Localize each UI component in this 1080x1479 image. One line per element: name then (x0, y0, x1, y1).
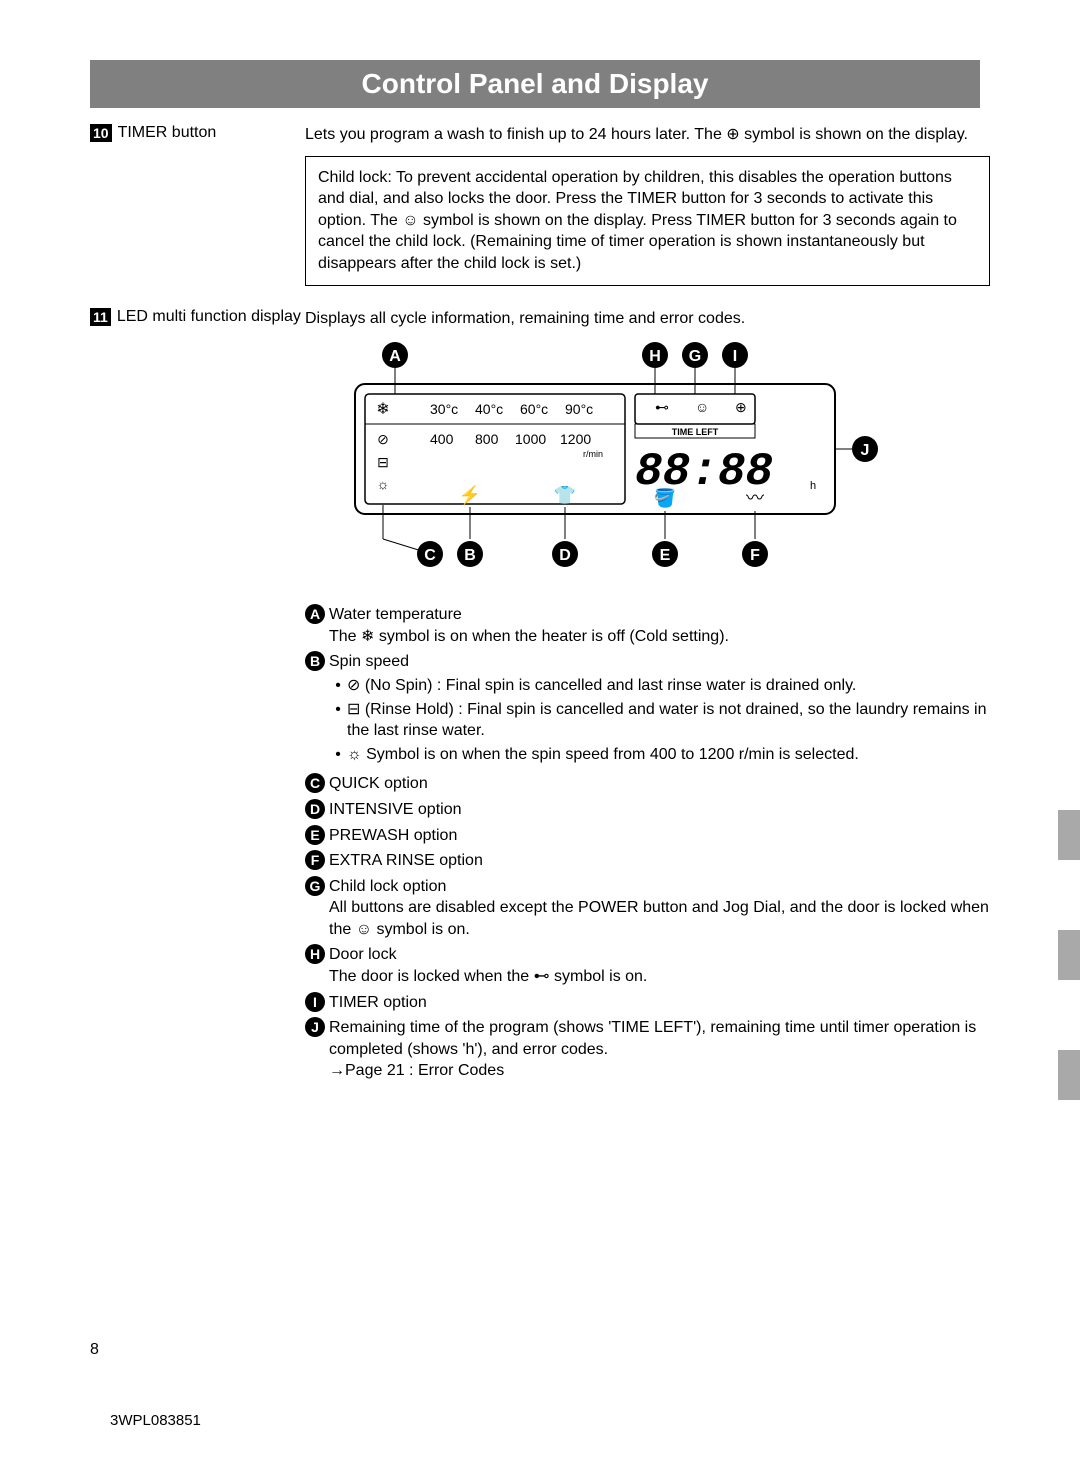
svg-text:J: J (861, 442, 870, 459)
svg-text:B: B (464, 547, 476, 564)
svg-text:☼: ☼ (377, 476, 390, 492)
badge-C: C (305, 773, 325, 793)
def-G-sub: All buttons are disabled except the POWE… (329, 899, 989, 938)
def-B: B Spin speed •⊘ (No Spin) : Final spin i… (305, 651, 990, 769)
def-G-title: Child lock option (329, 878, 446, 895)
svg-text:〰: 〰 (746, 488, 764, 508)
def-E: E PREWASH option (305, 825, 990, 847)
def-G: G Child lock option All buttons are disa… (305, 876, 990, 941)
svg-text:30°c: 30°c (430, 401, 458, 417)
item-10-desc: Lets you program a wash to finish up to … (305, 124, 990, 146)
svg-text:1200: 1200 (560, 431, 591, 447)
section-title: Control Panel and Display (90, 60, 980, 108)
def-D-title: INTENSIVE option (329, 801, 462, 818)
definitions-list: A Water temperature The ❄ symbol is on w… (305, 604, 990, 1082)
svg-text:I: I (733, 348, 737, 365)
def-J-ref: →Page 21 : Error Codes (329, 1062, 504, 1079)
def-J: J Remaining time of the program (shows '… (305, 1017, 990, 1082)
def-F: F EXTRA RINSE option (305, 850, 990, 872)
item-11-label: LED multi function display (117, 308, 301, 326)
svg-text:1000: 1000 (515, 431, 546, 447)
def-B-b2: ⊟ (Rinse Hold) : Final spin is cancelled… (347, 699, 990, 742)
svg-text:⊷: ⊷ (655, 399, 669, 415)
svg-text:⊕: ⊕ (735, 399, 747, 415)
badge-J: J (305, 1017, 325, 1037)
svg-text:E: E (660, 547, 671, 564)
tab-1 (1058, 810, 1080, 860)
item-10-label: TIMER button (118, 124, 217, 142)
item-11-desc: Displays all cycle information, remainin… (305, 308, 990, 330)
side-tabs (1058, 810, 1080, 1170)
document-id: 3WPL083851 (110, 1412, 201, 1429)
badge-E: E (305, 825, 325, 845)
badge-11: 11 (90, 308, 111, 326)
svg-text:⊘: ⊘ (377, 431, 389, 447)
svg-text:☺: ☺ (695, 399, 709, 415)
def-C: C QUICK option (305, 773, 990, 795)
def-H-sub: The door is locked when the ⊷ symbol is … (329, 968, 647, 985)
svg-text:400: 400 (430, 431, 454, 447)
svg-text:r/min: r/min (583, 449, 603, 459)
def-H-title: Door lock (329, 946, 397, 963)
svg-text:🪣: 🪣 (654, 487, 676, 508)
def-A: A Water temperature The ❄ symbol is on w… (305, 604, 990, 647)
svg-text:G: G (689, 348, 701, 365)
def-C-title: QUICK option (329, 775, 428, 792)
def-H: H Door lock The door is locked when the … (305, 944, 990, 987)
def-E-title: PREWASH option (329, 827, 457, 844)
svg-text:⚡: ⚡ (459, 484, 481, 506)
svg-text:❄: ❄ (376, 401, 389, 418)
svg-text:👕: 👕 (554, 485, 576, 505)
def-A-sub: The ❄ symbol is on when the heater is of… (329, 628, 729, 645)
def-D: D INTENSIVE option (305, 799, 990, 821)
svg-text:C: C (424, 547, 436, 564)
def-B-b3: ☼ Symbol is on when the spin speed from … (347, 744, 990, 766)
page-number: 8 (90, 1341, 99, 1359)
def-B-title: Spin speed (329, 653, 409, 670)
badge-D: D (305, 799, 325, 819)
badge-10: 10 (90, 124, 112, 142)
badge-I: I (305, 992, 325, 1012)
svg-text:60°c: 60°c (520, 401, 548, 417)
item-11-row: 11 LED multi function display Displays a… (90, 308, 990, 1086)
badge-B: B (305, 651, 325, 671)
tab-2 (1058, 930, 1080, 980)
svg-text:40°c: 40°c (475, 401, 503, 417)
badge-G: G (305, 876, 325, 896)
tab-3 (1058, 1050, 1080, 1100)
svg-text:F: F (750, 547, 760, 564)
svg-text:⊟: ⊟ (377, 454, 389, 470)
svg-text:H: H (649, 348, 661, 365)
svg-text:D: D (559, 547, 571, 564)
svg-text:h: h (810, 480, 816, 492)
item-10-row: 10 TIMER button Lets you program a wash … (90, 124, 990, 298)
child-lock-box: Child lock: To prevent accidental operat… (305, 156, 990, 286)
svg-text:90°c: 90°c (565, 401, 593, 417)
badge-F: F (305, 850, 325, 870)
def-A-title: Water temperature (329, 606, 462, 623)
led-display-diagram: A H G I J (335, 339, 990, 584)
badge-H: H (305, 944, 325, 964)
def-B-b1: ⊘ (No Spin) : Final spin is cancelled an… (347, 675, 990, 697)
svg-text:800: 800 (475, 431, 499, 447)
def-I-title: TIMER option (329, 994, 427, 1011)
def-F-title: EXTRA RINSE option (329, 852, 483, 869)
svg-text:TIME LEFT: TIME LEFT (672, 427, 719, 437)
def-I: I TIMER option (305, 992, 990, 1014)
def-J-title: Remaining time of the program (shows 'TI… (329, 1019, 976, 1058)
badge-A: A (305, 604, 325, 624)
svg-text:A: A (389, 348, 401, 365)
